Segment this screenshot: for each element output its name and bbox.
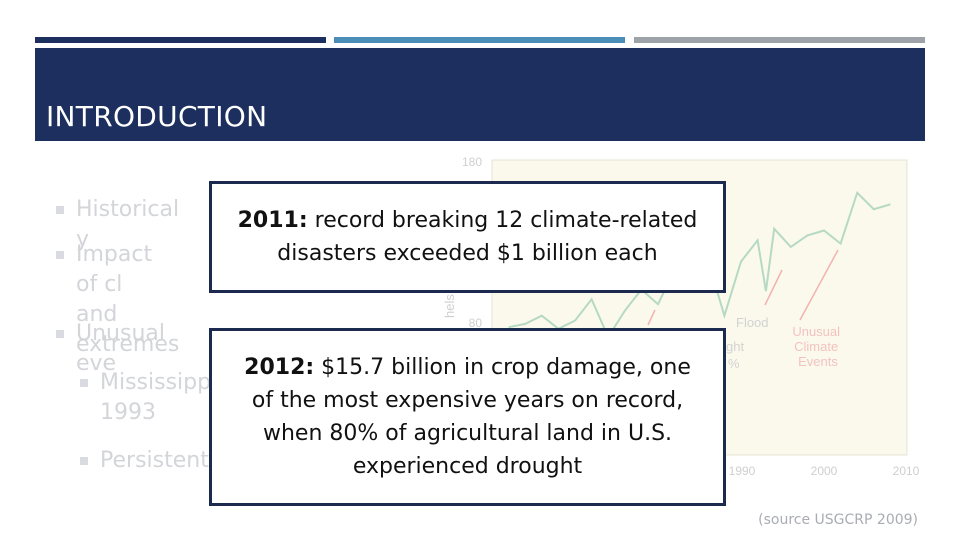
annotation-unusual-events: Unusual Climate Events [792,324,843,369]
annotation-arrow [799,249,839,321]
bullet-marker [56,206,64,214]
bullet-marker [56,251,64,259]
accent-stripe-2 [334,37,625,43]
callout-body: record breaking 12 climate-related disas… [277,208,698,266]
callout-2012: 2012: $15.7 billion in crop damage, one … [209,328,726,506]
bullet-text: Mississipp 1993 [100,370,212,425]
x-tick-label: 2000 [811,464,838,478]
annotation-arrow [764,269,783,306]
annotation-line: Unusual [792,324,840,339]
annotation-flood: Flood [736,315,769,330]
x-tick-label: 1990 [729,464,756,478]
annotation-line: Events [798,354,838,369]
callout-year: 2012: [244,355,315,380]
source-citation: (source USGCRP 2009) [758,512,918,528]
annotation-percent-fragment: % [728,356,740,371]
bullet-text: Persistent [100,448,209,473]
annotation-arrow [647,309,656,326]
slide-title: INTRODUCTION [46,100,268,133]
x-tick-label: 2010 [893,464,920,478]
title-bar: INTRODUCTION [35,48,925,141]
callout-2011: 2011: record breaking 12 climate-related… [209,181,726,293]
callout-text: 2012: $15.7 billion in crop damage, one … [238,351,697,483]
bullet-text: Unusual eve [76,321,165,376]
accent-stripe-1 [35,37,326,43]
bullet-marker [56,330,64,338]
bullet-text: Historical y [76,197,180,252]
y-axis-label: hels [442,294,457,318]
callout-body: $15.7 billion in crop damage, one of the… [251,355,691,479]
annotation-line: Climate [794,339,838,354]
bullet-text: Impact of cl and extremes [76,242,180,357]
callout-text: 2011: record breaking 12 climate-related… [232,204,703,270]
y-tick-label: 180 [462,155,482,169]
annotation-drought-fragment: ght [726,339,744,354]
bullet-marker [80,379,88,387]
accent-stripe-3 [634,37,925,43]
bullet-marker [80,457,88,465]
callout-year: 2011: [237,208,308,233]
y-tick-label: 80 [469,316,483,330]
